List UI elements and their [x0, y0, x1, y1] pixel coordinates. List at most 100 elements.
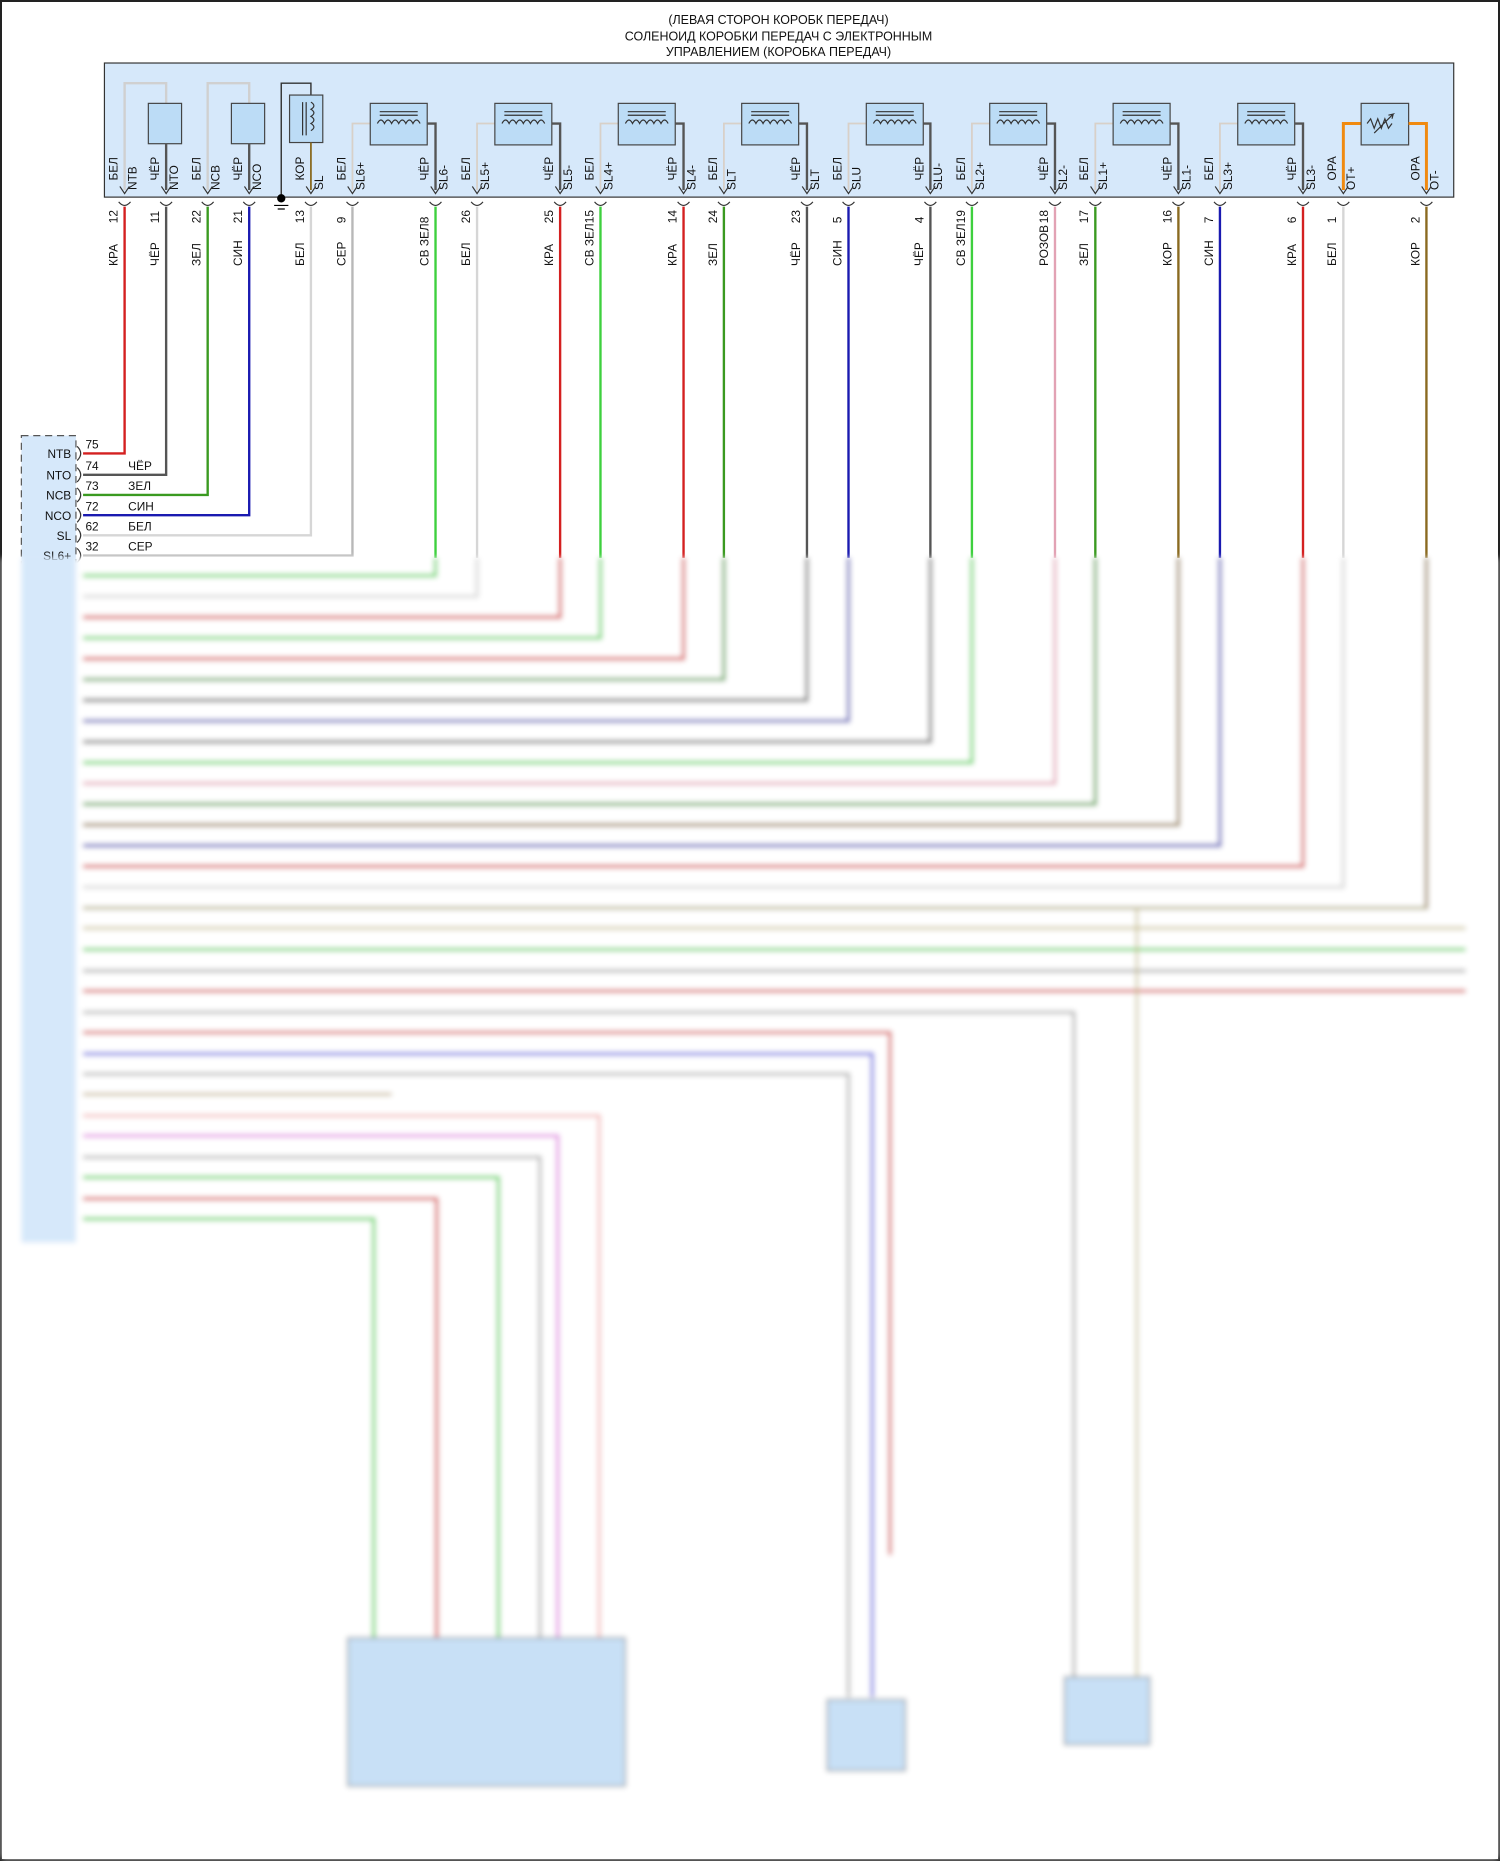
inner-wire: [206, 82, 251, 190]
ecu-wire-color-label: СЕР: [128, 540, 152, 554]
wire-color-label: КРА: [542, 244, 556, 266]
wire-color-label: БЕЛ: [1325, 242, 1339, 265]
ecu-wire-color-label: СИН: [128, 499, 154, 513]
connector-terminal-icon: [346, 201, 359, 207]
wire-color-label: КОР: [1408, 242, 1422, 266]
inner-wire-color-label: БЕЛ: [1202, 157, 1216, 180]
wire-color-label: ЗЕЛ: [190, 243, 204, 266]
pin-number: 22: [190, 210, 204, 223]
inner-wire: [1046, 122, 1057, 190]
inner-wire: [123, 82, 168, 190]
pin-number: 2: [1408, 217, 1422, 224]
terminal-arrow-icon: [160, 186, 172, 195]
wire: [83, 557, 562, 619]
pin-sl4-: ЧЁР SL4- 14 КРА: [665, 157, 698, 558]
connector-terminal-icon: [800, 201, 814, 207]
ecu-pin-name: NTO: [46, 469, 71, 483]
inner-wire: [675, 122, 685, 190]
pin-number: 21: [231, 210, 245, 224]
inner-wire-color-label: ЧЁР: [1037, 157, 1051, 181]
pin-sl3+: БЕЛ SL3+ 7 СИН: [1202, 157, 1235, 558]
pin-name-label: OT+: [1344, 167, 1358, 190]
inner-wire-color-label: КОР: [293, 157, 307, 181]
connector-terminal-icon: [242, 201, 256, 207]
ecu-pin-name: NCB: [46, 489, 71, 503]
pin-number: 5: [830, 216, 844, 223]
blurred-lower-section: [2, 557, 1498, 1859]
coil-icon: [501, 111, 546, 125]
inner-wire-color-label: ЧЁР: [542, 157, 556, 181]
ecu-wire-color-label: БЕЛ: [128, 520, 151, 534]
pin-name-label: SL2+: [973, 162, 987, 190]
wire: [83, 1052, 874, 1698]
ecu-pin-name: NCO: [45, 509, 71, 523]
wire-color-label: СИН: [1202, 240, 1216, 266]
terminal-arrow-icon: [430, 186, 441, 195]
inner-wire-color-label: БЕЛ: [830, 157, 844, 180]
connector-terminal-icon: [594, 201, 607, 207]
connector-terminal-icon: [1172, 201, 1185, 207]
ecu-pin-name: SL: [57, 529, 72, 543]
pin-slt: БЕЛ SLT 24 ЗЕЛ: [706, 157, 739, 558]
inner-wire-color-label: БЕЛ: [190, 157, 204, 180]
pin-name-label: SL5+: [478, 162, 492, 190]
pin-number: 14: [665, 210, 679, 224]
connector-terminal-icon: [717, 201, 731, 207]
ecu-connector-body: [21, 557, 76, 1243]
wire: [83, 1175, 500, 1638]
terminal-arrow-icon: [843, 186, 854, 195]
pin-slt: ЧЁР SLT 23 ЧЁР: [789, 157, 822, 558]
wire-color-label: СИН: [830, 240, 844, 266]
wire-color-label: СВ ЗЕЛ: [417, 223, 431, 266]
wire: [83, 1072, 850, 1698]
title-line: (ЛЕВАЯ СТОРОН КОРОБК ПЕРЕДАЧ): [668, 13, 888, 27]
pin-name-label: OT-: [1427, 170, 1441, 190]
component-box: [347, 1637, 626, 1787]
inner-wire: [798, 122, 809, 190]
pin-name-label: SLT: [808, 169, 822, 190]
wire: [83, 1217, 376, 1638]
wire: [83, 557, 1222, 848]
terminal-arrow-icon: [1049, 186, 1061, 195]
pin-sl6-: ЧЁР SL6- 8СВ ЗЕЛ: [417, 157, 450, 558]
pin-sl5+: БЕЛ SL5+ 26 БЕЛ: [459, 157, 492, 558]
inner-wire-color-label: ЧЁР: [148, 157, 162, 181]
pin-number: 25: [542, 210, 556, 224]
wire: [83, 206, 313, 537]
terminal-arrow-icon: [243, 186, 255, 195]
inner-wire: [1294, 122, 1305, 190]
ecu-pin-number: 73: [85, 479, 99, 493]
pin-slu: БЕЛ SLU 5 СИН: [830, 157, 863, 558]
component-box: [826, 1698, 907, 1772]
terminal-arrow-icon: [305, 186, 317, 195]
ecu-pin-name: NTB: [47, 447, 71, 461]
wire: [83, 557, 479, 598]
inner-wire-color-label: ЧЁР: [417, 157, 431, 181]
terminal-arrow-icon: [1338, 186, 1349, 195]
pin-number: 6: [1285, 216, 1299, 223]
wire-color-label: БЕЛ: [293, 242, 307, 265]
inner-wire-color-label: БЕЛ: [459, 157, 473, 180]
pin-number: 12: [106, 210, 120, 223]
pin-number: 15: [582, 210, 596, 224]
wire: [83, 557, 438, 578]
terminal-arrow-icon: [925, 186, 936, 195]
coil-icon: [1119, 111, 1164, 125]
wire: [83, 1011, 1076, 1686]
terminal-arrow-icon: [1214, 186, 1226, 195]
inner-wire-color-label: БЕЛ: [582, 157, 596, 180]
connector-terminal-icon: [201, 201, 215, 207]
wire: [83, 557, 1097, 806]
pin-nco: ЧЁР NCO 21 СИН: [83, 157, 264, 517]
terminal-arrow-icon: [718, 186, 730, 195]
wire-color-label: КРА: [665, 244, 679, 266]
pin-name-label: NCO: [250, 164, 264, 190]
wire: [83, 206, 354, 557]
connector-terminal-icon: [429, 201, 442, 207]
inner-wire-color-label: ЧЁР: [912, 157, 926, 181]
terminal-arrow-icon: [202, 186, 213, 195]
wire: [83, 557, 1305, 868]
pin-name-label: SLU: [849, 167, 863, 190]
thermistor-icon: [1360, 102, 1410, 146]
